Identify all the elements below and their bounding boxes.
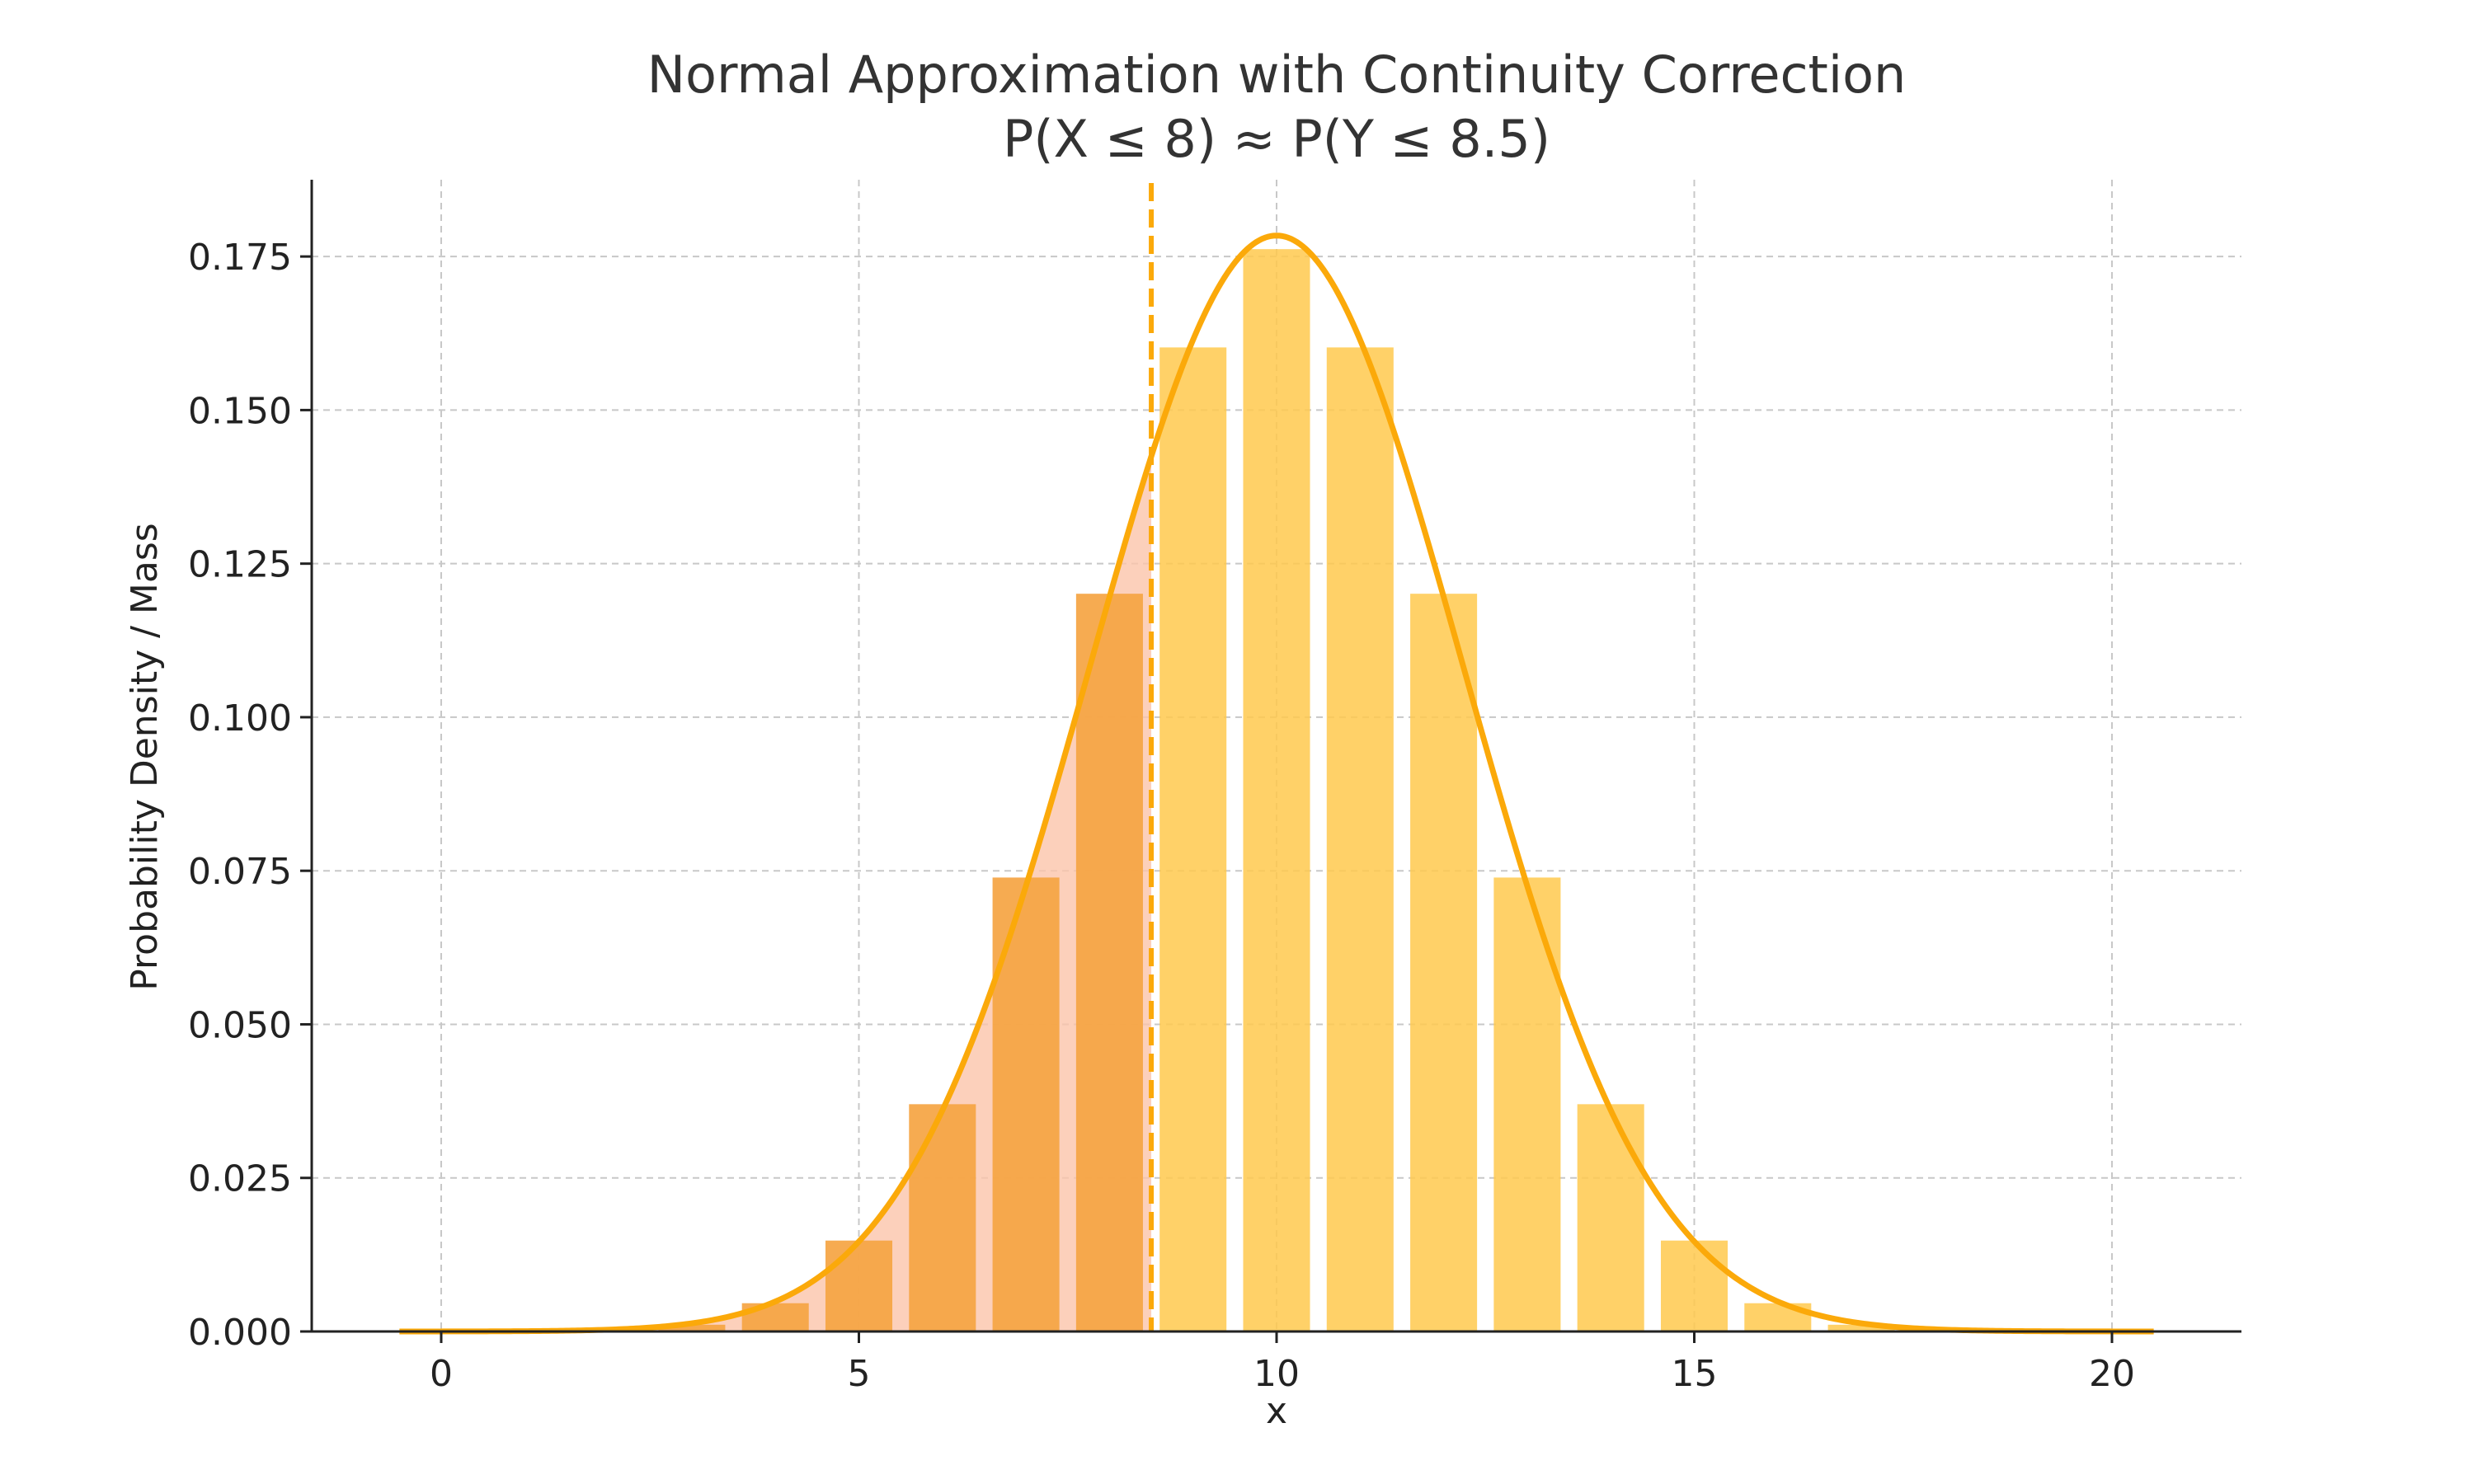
y-tick-label: 0.050 xyxy=(188,1004,292,1046)
x-tick-label: 0 xyxy=(430,1353,453,1395)
y-tick-label: 0.175 xyxy=(188,237,292,279)
chart-subtitle: P(X ≤ 8) ≈ P(Y ≤ 8.5) xyxy=(1003,109,1550,169)
normal-curve xyxy=(399,232,2154,1335)
bar xyxy=(1326,347,1394,1331)
y-tick-label: 0.000 xyxy=(188,1312,292,1354)
bar xyxy=(825,1240,893,1331)
bar xyxy=(1660,1240,1729,1331)
bar xyxy=(1243,249,1310,1332)
bars-layer xyxy=(407,249,2146,1333)
curve-layer xyxy=(399,183,2154,1335)
x-tick-label: 5 xyxy=(848,1353,871,1395)
y-tick-label: 0.075 xyxy=(188,851,292,893)
chart-title: Normal Approximation with Continuity Cor… xyxy=(647,45,1907,105)
x-tick-label: 20 xyxy=(2089,1353,2135,1395)
y-tick-label: 0.025 xyxy=(188,1158,292,1200)
bar xyxy=(1075,594,1143,1331)
y-tick-label: 0.100 xyxy=(188,697,292,740)
bar xyxy=(1410,594,1478,1331)
x-tick-label: 10 xyxy=(1253,1353,1300,1395)
ticks-layer: 0 5 10 15 20 0.000 0.025 0.050 0.075 0.100 0.125 0.… xyxy=(188,237,2135,1395)
bar xyxy=(658,1324,726,1331)
bar xyxy=(1493,877,1561,1331)
bar xyxy=(992,877,1060,1331)
bar xyxy=(909,1104,976,1331)
bar xyxy=(1827,1324,1895,1331)
y-tick-label: 0.150 xyxy=(188,390,292,432)
y-tick-label: 0.125 xyxy=(188,544,292,586)
y-axis-label: Probability Density / Mass xyxy=(124,523,166,990)
x-axis-label: x xyxy=(1266,1390,1287,1432)
x-tick-label: 15 xyxy=(1671,1353,1717,1395)
bar xyxy=(1577,1104,1644,1331)
bar xyxy=(1159,347,1227,1331)
